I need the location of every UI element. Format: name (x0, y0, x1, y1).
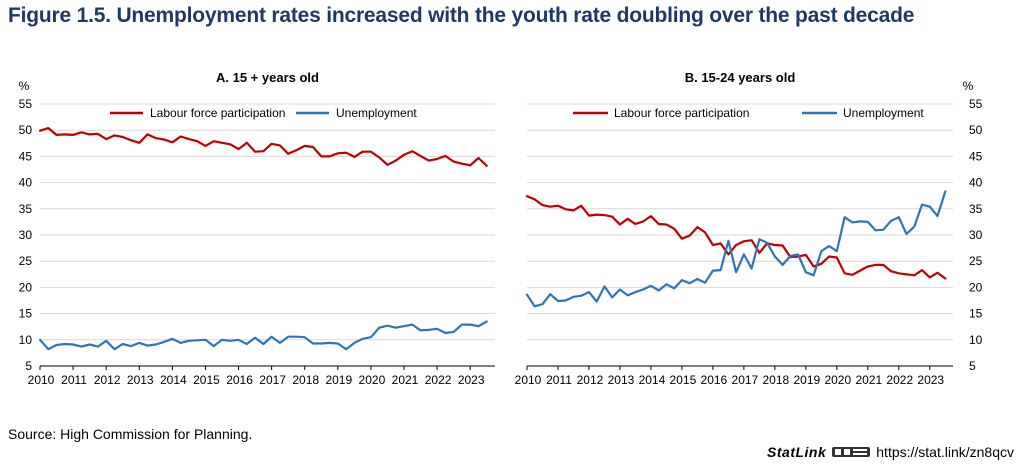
x-tick-label: 2023 (458, 373, 485, 387)
x-tick-label: 2013 (127, 373, 154, 387)
y-tick-label: 55 (969, 97, 983, 111)
chart-panel-a: A. 15 + years old% 5 10 15 20 25 30 35 40 45 50 55 2… (19, 70, 495, 387)
statlink-logo-icon (832, 447, 871, 457)
x-tick-label: 2021 (392, 373, 419, 387)
x-tick-label: 2016 (701, 373, 728, 387)
y-tick-label: 10 (19, 333, 33, 347)
y-tick-label: 50 (969, 123, 983, 137)
x-tick-label: 2012 (94, 373, 121, 387)
y-tick-label: 20 (19, 280, 33, 294)
statlink: StatLink https://stat.link/zn8qcv (767, 444, 1014, 460)
statlink-label: StatLink (767, 444, 827, 460)
x-tick-label: 2014 (639, 373, 666, 387)
y-tick-label: 5 (25, 359, 32, 373)
x-tick-label: 2010 (28, 373, 55, 387)
x-tick-label: 2011 (546, 373, 572, 387)
x-tick-label: 2021 (855, 373, 882, 387)
series-line-labour-force-participation (525, 195, 947, 280)
x-tick-label: 2017 (259, 373, 286, 387)
x-tick-label: 2015 (193, 373, 220, 387)
y-axis-unit: % (19, 79, 30, 93)
legend-label: Unemployment (336, 106, 417, 120)
y-tick-label: 30 (19, 228, 33, 242)
y-tick-label: 25 (969, 254, 983, 268)
x-tick-label: 2013 (608, 373, 635, 387)
y-axis-unit: % (963, 79, 974, 93)
legend-label: Labour force participation (150, 106, 285, 120)
y-tick-label: 45 (19, 149, 33, 163)
x-tick-label: 2018 (763, 373, 790, 387)
legend-label: Labour force participation (614, 106, 749, 120)
y-tick-label: 45 (969, 149, 983, 163)
y-tick-label: 35 (19, 202, 33, 216)
x-tick-label: 2016 (226, 373, 253, 387)
y-tick-label: 30 (969, 228, 983, 242)
statlink-url-link[interactable]: https://stat.link/zn8qcv (876, 444, 1014, 460)
y-tick-label: 5 (969, 359, 976, 373)
x-tick-label: 2017 (732, 373, 759, 387)
figure-title: Figure 1.5. Unemployment rates increased… (8, 4, 915, 27)
y-tick-label: 25 (19, 254, 33, 268)
y-tick-label: 50 (19, 123, 33, 137)
x-tick-label: 2020 (824, 373, 851, 387)
y-tick-label: 35 (969, 202, 983, 216)
series-line-unemployment (38, 320, 488, 351)
x-tick-label: 2019 (793, 373, 820, 387)
y-tick-label: 15 (969, 307, 983, 321)
chart-panel-b: B. 15-24 years old% 5 10 15 20 25 30 35 40 45 50 55… (515, 70, 983, 387)
series-line-unemployment (525, 190, 947, 308)
x-tick-label: 2015 (670, 373, 697, 387)
y-tick-label: 55 (19, 97, 33, 111)
x-tick-label: 2011 (61, 373, 87, 387)
x-tick-label: 2019 (325, 373, 352, 387)
y-tick-label: 40 (969, 176, 983, 190)
series-line-labour-force-participation (38, 126, 488, 167)
panel-title: B. 15-24 years old (685, 70, 796, 85)
x-tick-label: 2023 (917, 373, 944, 387)
y-tick-label: 40 (19, 176, 33, 190)
x-tick-label: 2022 (886, 373, 913, 387)
x-tick-label: 2012 (577, 373, 604, 387)
x-tick-label: 2010 (515, 373, 542, 387)
x-tick-label: 2014 (160, 373, 187, 387)
source-note: Source: High Commission for Planning. (8, 426, 253, 442)
x-tick-label: 2022 (425, 373, 452, 387)
y-tick-label: 10 (969, 333, 983, 347)
y-tick-label: 20 (969, 280, 983, 294)
legend-label: Unemployment (843, 106, 924, 120)
y-tick-label: 15 (19, 307, 33, 321)
x-tick-label: 2018 (292, 373, 319, 387)
panel-title: A. 15 + years old (216, 70, 319, 85)
x-tick-label: 2020 (359, 373, 386, 387)
